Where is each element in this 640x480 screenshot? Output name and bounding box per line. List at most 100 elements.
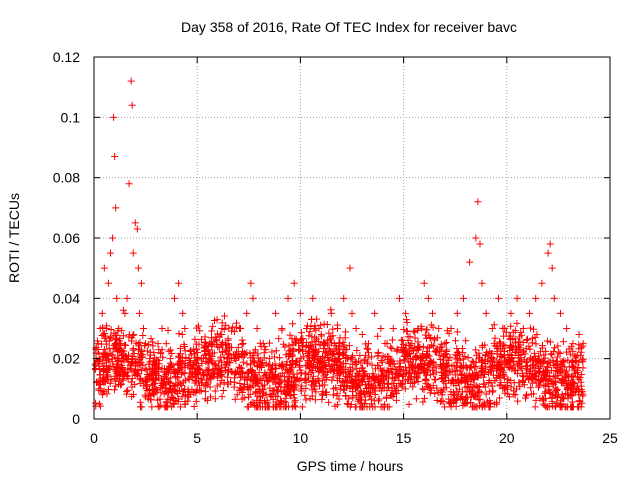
data-point xyxy=(178,370,186,378)
data-point xyxy=(191,335,199,343)
data-point xyxy=(359,375,367,383)
data-point xyxy=(411,378,419,386)
data-point xyxy=(452,337,460,345)
data-point xyxy=(157,389,165,397)
data-point xyxy=(321,381,329,389)
data-point xyxy=(170,399,178,407)
data-point xyxy=(414,378,422,386)
data-point xyxy=(432,368,440,376)
data-point xyxy=(257,356,265,364)
data-point xyxy=(291,383,299,391)
x-tick-label: 15 xyxy=(396,430,412,446)
data-point xyxy=(541,354,549,362)
data-point xyxy=(301,391,309,399)
data-point xyxy=(423,366,431,374)
data-point-peak xyxy=(112,204,120,212)
data-point xyxy=(443,327,451,335)
data-point xyxy=(466,364,474,372)
data-point xyxy=(419,398,427,406)
data-point xyxy=(114,371,122,379)
data-point xyxy=(443,361,451,369)
data-point-peak xyxy=(115,325,123,332)
data-point xyxy=(318,332,326,340)
data-point-peak xyxy=(154,340,162,348)
data-point xyxy=(361,400,369,407)
data-point xyxy=(112,344,120,352)
data-point xyxy=(343,381,351,389)
data-point-peak xyxy=(125,180,133,188)
data-point xyxy=(262,391,270,399)
data-point xyxy=(523,357,531,365)
data-point xyxy=(299,403,307,411)
data-point xyxy=(320,372,328,380)
data-point xyxy=(315,357,323,365)
data-point xyxy=(403,318,411,326)
data-point xyxy=(329,373,337,381)
data-point xyxy=(138,367,146,375)
data-point xyxy=(222,360,230,368)
data-point xyxy=(239,358,247,366)
data-point xyxy=(520,381,528,389)
data-point xyxy=(504,361,512,369)
data-point xyxy=(393,346,401,354)
data-point xyxy=(536,377,544,385)
data-point xyxy=(283,381,291,389)
data-point xyxy=(95,350,103,358)
data-point-peak xyxy=(110,113,118,121)
data-point xyxy=(148,403,156,411)
data-point xyxy=(501,353,509,361)
data-point xyxy=(352,358,360,366)
data-point xyxy=(496,338,504,346)
data-point xyxy=(127,357,135,365)
data-point xyxy=(116,341,124,349)
data-point-peak xyxy=(478,279,486,287)
data-point xyxy=(178,331,186,339)
data-point xyxy=(207,334,215,342)
data-point xyxy=(538,344,546,352)
data-point xyxy=(453,328,461,336)
data-point xyxy=(569,347,577,355)
data-point-peak xyxy=(290,279,298,287)
data-point xyxy=(375,362,383,370)
data-point xyxy=(450,361,458,369)
data-point xyxy=(290,391,298,399)
data-point xyxy=(363,344,371,352)
data-point xyxy=(98,340,106,348)
data-point xyxy=(575,375,583,383)
data-point xyxy=(322,388,330,396)
data-point xyxy=(419,365,427,373)
data-point xyxy=(551,378,559,386)
data-point xyxy=(124,386,132,394)
data-point xyxy=(111,354,119,362)
data-point xyxy=(325,329,333,337)
data-point xyxy=(546,338,554,346)
data-point xyxy=(481,383,489,391)
data-point xyxy=(467,363,475,371)
data-point-peak xyxy=(569,340,577,348)
data-point xyxy=(445,376,453,384)
data-point xyxy=(353,384,361,392)
data-point xyxy=(400,326,408,334)
data-point xyxy=(157,349,165,357)
data-point xyxy=(402,342,410,350)
data-point xyxy=(232,323,240,331)
data-point xyxy=(314,352,322,360)
data-point xyxy=(116,334,124,342)
data-point xyxy=(425,331,433,339)
data-point xyxy=(450,377,458,385)
data-point xyxy=(151,354,159,362)
data-point xyxy=(285,353,293,361)
data-point-peak xyxy=(513,294,521,302)
data-point xyxy=(238,395,246,403)
data-point xyxy=(136,398,144,406)
data-point xyxy=(341,365,349,373)
data-point-peak xyxy=(117,340,125,348)
data-point xyxy=(532,340,540,348)
data-point-peak xyxy=(395,294,403,302)
data-point-peak xyxy=(134,264,142,272)
data-point xyxy=(286,331,294,339)
data-point xyxy=(480,368,488,376)
data-point xyxy=(405,346,413,354)
data-point xyxy=(101,377,109,385)
data-point xyxy=(105,337,113,345)
